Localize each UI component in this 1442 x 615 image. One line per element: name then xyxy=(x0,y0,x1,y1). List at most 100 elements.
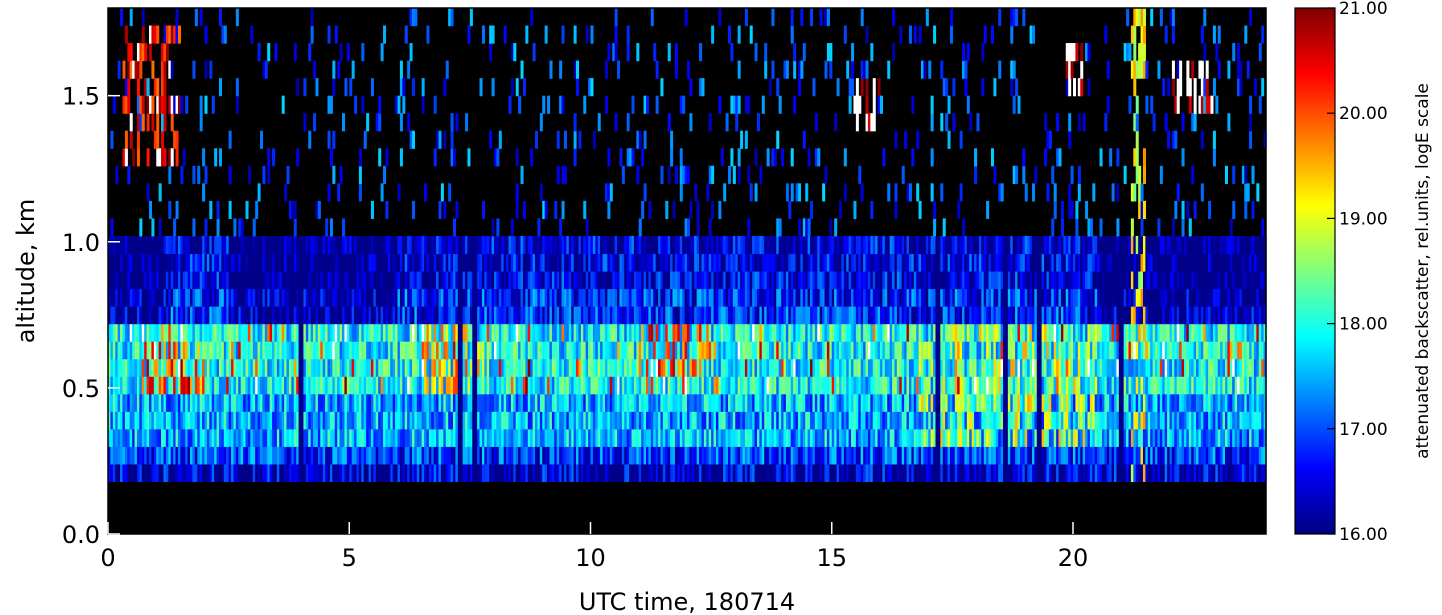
heatmap-cell xyxy=(829,341,833,360)
heatmap-cell xyxy=(255,463,259,482)
heatmap-cell xyxy=(448,411,452,430)
heatmap-cell xyxy=(156,393,160,412)
heatmap-cell xyxy=(233,463,237,482)
heatmap-cell xyxy=(243,358,247,377)
heatmap-cell xyxy=(267,428,271,447)
heatmap-cell xyxy=(344,323,348,342)
heatmap-cell xyxy=(617,446,621,465)
heatmap-cell xyxy=(158,148,162,167)
heatmap-cell xyxy=(399,306,403,325)
heatmap-cell xyxy=(602,411,606,430)
heatmap-cell xyxy=(667,411,671,430)
heatmap-cell xyxy=(267,306,271,325)
heatmap-cell xyxy=(718,446,722,465)
heatmap-cell xyxy=(267,393,271,412)
heatmap-cell xyxy=(841,235,845,255)
heatmap-cell xyxy=(414,288,418,307)
heatmap-cell xyxy=(665,428,669,447)
heatmap-cell xyxy=(624,341,628,360)
heatmap-cell xyxy=(619,393,623,412)
heatmap-cell xyxy=(819,428,823,447)
heatmap-cell xyxy=(737,393,741,412)
heatmap-cell xyxy=(781,376,785,395)
heatmap-cell xyxy=(826,446,830,465)
heatmap-cell xyxy=(740,130,744,149)
heatmap-cell xyxy=(214,271,218,290)
heatmap-cell xyxy=(291,428,295,447)
heatmap-cell xyxy=(276,428,280,447)
heatmap-cell xyxy=(228,393,232,412)
heatmap-cell xyxy=(515,463,519,482)
heatmap-cell xyxy=(173,253,177,272)
heatmap-cell xyxy=(737,271,741,290)
heatmap-cell xyxy=(867,358,871,377)
heatmap-cell xyxy=(127,95,131,114)
heatmap-cell xyxy=(636,411,640,430)
heatmap-cell xyxy=(426,428,430,447)
heatmap-cell xyxy=(197,376,201,395)
heatmap-cell xyxy=(477,306,481,325)
heatmap-cell xyxy=(151,341,155,360)
heatmap-cell xyxy=(342,271,346,290)
heatmap-cell xyxy=(144,376,148,395)
heatmap-cell xyxy=(689,253,693,272)
heatmap-cell xyxy=(322,235,326,255)
heatmap-cell xyxy=(769,358,773,377)
heatmap-cell xyxy=(452,323,456,342)
heatmap-cell xyxy=(561,411,565,430)
heatmap-cell xyxy=(713,376,717,395)
heatmap-cell xyxy=(269,376,273,395)
heatmap-cell xyxy=(771,253,775,272)
heatmap-cell xyxy=(522,341,526,360)
heatmap-cell xyxy=(720,428,724,447)
heatmap-cell xyxy=(310,411,314,430)
heatmap-cell xyxy=(776,235,780,255)
heatmap-cell xyxy=(561,288,565,307)
heatmap-cell xyxy=(617,271,621,290)
heatmap-cell xyxy=(843,288,847,307)
heatmap-cell xyxy=(585,218,589,237)
heatmap-cell xyxy=(426,323,430,342)
heatmap-cell xyxy=(161,235,165,255)
heatmap-cell xyxy=(578,341,582,360)
heatmap-cell xyxy=(308,130,312,149)
heatmap-cell xyxy=(776,288,780,307)
heatmap-cell xyxy=(378,446,382,465)
heatmap-cell xyxy=(773,393,777,412)
heatmap-cell xyxy=(416,253,420,272)
heatmap-cell xyxy=(612,393,616,412)
heatmap-cell xyxy=(472,411,476,430)
heatmap-cell xyxy=(834,463,838,482)
heatmap-cell xyxy=(544,411,548,430)
heatmap-cell xyxy=(655,253,659,272)
heatmap-cell xyxy=(713,428,717,447)
heatmap-cell xyxy=(180,463,184,482)
heatmap-cell xyxy=(641,446,645,465)
heatmap-cell xyxy=(576,306,580,325)
heatmap-cell xyxy=(392,341,396,360)
heatmap-cell xyxy=(756,288,760,307)
heatmap-cell xyxy=(674,306,678,325)
heatmap-cell xyxy=(440,235,444,255)
heatmap-cell xyxy=(498,463,502,482)
heatmap-cell xyxy=(378,95,382,114)
heatmap-cell xyxy=(385,446,389,465)
heatmap-cell xyxy=(870,411,874,430)
heatmap-cell xyxy=(194,376,198,395)
heatmap-cell xyxy=(363,306,367,325)
heatmap-cell xyxy=(315,271,319,290)
heatmap-cell xyxy=(547,463,551,482)
heatmap-cell xyxy=(508,95,512,114)
heatmap-cell xyxy=(561,428,565,447)
heatmap-cell xyxy=(141,235,145,255)
heatmap-cell xyxy=(720,306,724,325)
heatmap-cell xyxy=(506,411,510,430)
heatmap-cell xyxy=(214,393,218,412)
heatmap-cell xyxy=(783,288,787,307)
heatmap-cell xyxy=(455,411,459,430)
heatmap-cell xyxy=(527,271,531,290)
heatmap-cell xyxy=(728,376,732,395)
heatmap-cell xyxy=(783,341,787,360)
heatmap-cell xyxy=(834,393,838,412)
heatmap-cell xyxy=(117,271,121,290)
